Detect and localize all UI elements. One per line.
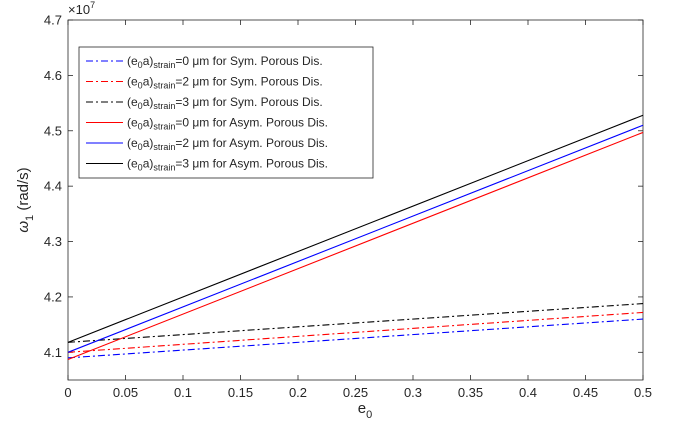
legend-label-part: 0 [138,122,143,132]
legend-label-part: a) [143,75,154,89]
y-axis-scale-label: ×107 [68,0,95,17]
legend-label-part: a) [143,54,154,68]
legend-label-part: (e [127,75,138,89]
legend-box [78,46,374,179]
x-tick-label: 0.05 [113,385,138,400]
y-tick-label: 4.1 [44,345,62,360]
legend-label-part: a) [143,157,154,171]
legend-label-part: (e [127,157,138,171]
legend-label: (e0a)strain=3 μm for Sym. Porous Dis. [127,95,323,111]
legend-label: (e0a)strain=2 μm for Asym. Porous Dis. [127,136,328,152]
x-tick-label: 0.25 [343,385,368,400]
legend-label-part: 0 [138,163,143,173]
x-tick-label: 0.4 [519,385,537,400]
legend-label-part: strain [153,122,175,132]
y-tick-label: 4.6 [44,68,62,83]
plot-area: 0 0.05 0.1 0.15 0.2 0.25 0.3 0.35 0.4 0.45 0.5 4.1 4… [44,13,652,401]
y-axis-scale-base: ×10 [68,2,90,17]
legend-label-part: 0 [138,60,143,70]
y-axis-label-subscript: 1 [24,215,36,221]
series-line-2 [67,311,644,353]
y-axis-label-symbol: ω [15,221,32,233]
legend-label-part: (e [127,95,138,109]
legend-label-part: 0 [138,142,143,152]
y-tick-label: 4.3 [44,234,62,249]
y-tick-label: 4.5 [44,123,62,138]
legend-label: (e0a)strain=0 μm for Asym. Porous Dis. [127,116,328,132]
legend-label-part: =2 μm for Asym. Porous Dis. [175,136,328,150]
legend-label-part: strain [153,60,175,70]
y-tick-label: 4.2 [44,289,62,304]
legend-label-part: a) [143,95,154,109]
legend-label-part: =0 μm for Sym. Porous Dis. [175,54,322,68]
legend-label-part: =3 μm for Asym. Porous Dis. [175,157,328,171]
x-tick-label: 0.15 [228,385,253,400]
x-tick-label: 0.35 [458,385,483,400]
legend-label-part: 0 [138,81,143,91]
x-tick-label: 0.5 [634,385,652,400]
legend-label-part: (e [127,54,138,68]
legend-label: (e0a)strain=2 μm for Sym. Porous Dis. [127,75,323,91]
x-tick-label: 0 [64,385,71,400]
y-axis-scale-exponent: 7 [90,0,95,10]
legend-label-part: =3 μm for Sym. Porous Dis. [175,95,322,109]
x-tick-label: 0.1 [174,385,192,400]
legend-label-part: a) [143,136,154,150]
legend-label: (e0a)strain=3 μm for Asym. Porous Dis. [127,157,328,173]
series-line-1 [67,318,644,359]
series-line-5 [67,124,644,353]
legend-label-part: strain [153,142,175,152]
x-tick-label: 0.3 [404,385,422,400]
legend-label: (e0a)strain=0 μm for Sym. Porous Dis. [127,54,323,70]
series-line-4 [67,131,644,361]
legend-label-part: =2 μm for Sym. Porous Dis. [175,75,322,89]
series-line-6 [67,114,644,343]
legend-label-part: 0 [138,101,143,111]
legend-label-part: (e [127,116,138,130]
legend-label-part: strain [153,101,175,111]
y-tick-label: 4.4 [44,179,62,194]
x-tick-label: 0.45 [573,385,598,400]
legend-label-part: strain [153,163,175,173]
legend-label-part: strain [153,81,175,91]
x-axis-label: e0 [358,400,372,421]
x-axis-label-subscript: 0 [366,409,372,421]
y-axis-label-unit: (rad/s) [15,167,32,215]
legend: (e0a)strain=0 μm for Sym. Porous Dis.(e0… [78,46,374,179]
legend-label-part: (e [127,136,138,150]
legend-label-part: a) [143,116,154,130]
x-axis-label-main: e [358,400,366,417]
y-tick-label: 4.7 [44,13,62,28]
x-tick-label: 0.2 [289,385,307,400]
series-line-3 [67,303,644,343]
legend-label-part: =0 μm for Asym. Porous Dis. [175,116,328,130]
y-axis-label: ω1 (rad/s) [15,167,36,232]
